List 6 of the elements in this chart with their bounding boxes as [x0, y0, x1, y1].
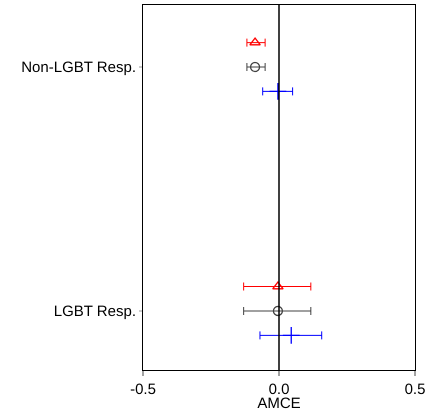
y-tick-label: Non-LGBT Resp. [21, 59, 136, 76]
x-axis-title: AMCE [257, 395, 301, 412]
y-tick-label: LGBT Resp. [54, 303, 136, 320]
x-tick-label: 0.0 [268, 381, 290, 398]
x-tick-label: -0.5 [130, 381, 156, 398]
x-tick-label: 0.5 [404, 381, 426, 398]
